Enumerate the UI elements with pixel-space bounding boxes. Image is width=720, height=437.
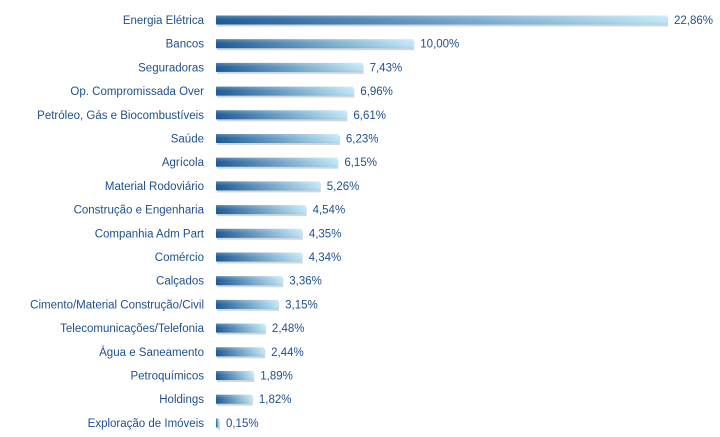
bar-shine-cimento-material-construcao-civil (216, 299, 279, 309)
category-label-calcados: Calçados (156, 276, 204, 288)
value-label-agua-e-saneamento: 2,44% (271, 347, 304, 359)
value-label-exploracao-de-imoveis: 0,15% (226, 418, 259, 430)
bar-shine-telecomunicacoes-telefonia (216, 323, 265, 333)
bars-group: Energia Elétrica 22,86% Bancos 10,00% Segura… (30, 15, 713, 430)
bar-shine-comercio (216, 252, 302, 262)
value-label-holdings: 1,82% (259, 394, 292, 406)
category-label-exploracao-de-imoveis: Exploração de Imóveis (88, 418, 205, 430)
value-label-bancos: 10,00% (420, 39, 459, 51)
value-label-petroquimicos: 1,89% (260, 371, 293, 383)
bar-shine-calcados (216, 276, 283, 286)
category-label-companhia-adm-part: Companhia Adm Part (95, 228, 205, 240)
value-label-comercio: 4,34% (309, 252, 342, 264)
bar-shine-agricola (216, 157, 338, 167)
category-label-material-rodoviario: Material Rodoviário (105, 181, 204, 193)
bar-shine-exploracao-de-imoveis (216, 418, 219, 428)
category-label-cimento-material-construcao-civil: Cimento/Material Construção/Civil (30, 299, 204, 311)
bar-shine-seguradoras (216, 62, 363, 72)
category-label-seguradoras: Seguradoras (138, 62, 204, 74)
category-label-petroquimicos: Petroquímicos (130, 371, 204, 383)
value-label-material-rodoviario: 5,26% (327, 181, 360, 193)
bar-shine-energia-eletrica (216, 15, 667, 25)
value-label-cimento-material-construcao-civil: 3,15% (285, 299, 318, 311)
value-label-petroleo-gas-e-biocombustiveis: 6,61% (353, 110, 386, 122)
value-label-seguradoras: 7,43% (370, 62, 403, 74)
bar-shine-op-compromissada-over (216, 86, 354, 96)
value-label-energia-eletrica: 22,86% (674, 15, 713, 27)
bar-shine-holdings (216, 394, 252, 404)
category-label-comercio: Comércio (155, 252, 204, 264)
value-label-companhia-adm-part: 4,35% (309, 228, 342, 240)
value-label-calcados: 3,36% (289, 276, 322, 288)
value-label-construcao-e-engenharia: 4,54% (313, 205, 346, 217)
category-label-construcao-e-engenharia: Construção e Engenharia (74, 205, 205, 217)
bar-shine-agua-e-saneamento (216, 347, 265, 357)
bar-shine-construcao-e-engenharia (216, 205, 306, 215)
bar-shine-saude (216, 134, 339, 143)
bar-shine-companhia-adm-part (216, 228, 302, 238)
bar-shine-material-rodoviario (216, 181, 320, 191)
category-label-energia-eletrica: Energia Elétrica (123, 15, 205, 27)
category-label-saude: Saúde (171, 134, 204, 146)
value-label-telecomunicacoes-telefonia: 2,48% (272, 323, 305, 335)
category-label-telecomunicacoes-telefonia: Telecomunicações/Telefonia (60, 323, 204, 335)
bar-shine-petroleo-gas-e-biocombustiveis (216, 110, 347, 120)
category-label-agua-e-saneamento: Água e Saneamento (99, 346, 204, 359)
value-label-agricola: 6,15% (344, 157, 377, 169)
value-label-op-compromissada-over: 6,96% (360, 86, 393, 98)
category-label-holdings: Holdings (159, 394, 204, 406)
category-label-op-compromissada-over: Op. Compromissada Over (70, 86, 204, 98)
category-label-agricola: Agrícola (162, 157, 205, 169)
value-label-saude: 6,23% (346, 134, 379, 146)
category-label-bancos: Bancos (166, 39, 205, 51)
bar-shine-petroquimicos (216, 371, 254, 380)
category-label-petroleo-gas-e-biocombustiveis: Petróleo, Gás e Biocombustíveis (37, 110, 204, 122)
bar-shine-bancos (216, 39, 414, 49)
